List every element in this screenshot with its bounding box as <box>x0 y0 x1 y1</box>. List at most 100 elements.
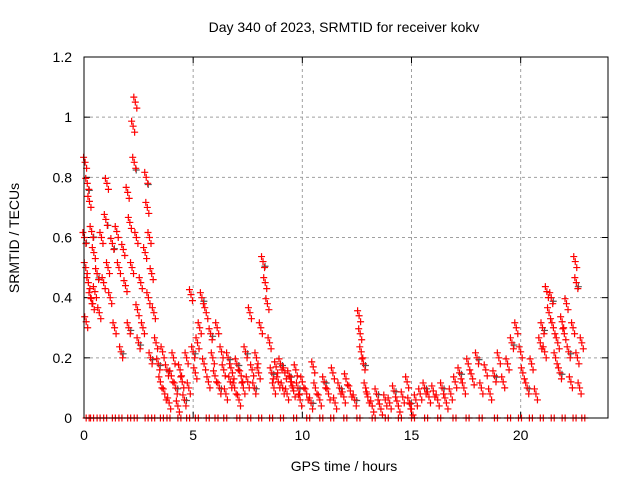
data-point <box>552 354 560 362</box>
data-point <box>410 391 418 399</box>
data-point <box>549 300 557 308</box>
data-point <box>434 396 442 404</box>
data-point <box>554 339 562 347</box>
data-point <box>151 334 159 342</box>
data-point <box>264 334 272 342</box>
data-point <box>261 264 269 272</box>
data-point <box>108 240 116 248</box>
data-point <box>225 373 233 381</box>
data-point <box>209 354 217 362</box>
data-point <box>539 343 547 351</box>
y-tick-label: 0 <box>64 410 72 426</box>
data-point <box>86 285 94 293</box>
data-point <box>565 348 573 356</box>
data-point <box>148 304 156 312</box>
data-point <box>241 390 249 398</box>
data-point <box>183 354 191 362</box>
data-point <box>530 385 538 393</box>
data-point <box>352 402 360 410</box>
data-point <box>557 313 565 321</box>
data-point <box>174 402 182 410</box>
data-point <box>212 319 220 327</box>
data-point <box>291 393 299 401</box>
data-point <box>274 369 282 377</box>
data-point <box>113 259 121 267</box>
data-point <box>477 384 485 392</box>
data-point <box>293 372 301 380</box>
data-point <box>135 312 143 320</box>
data-point <box>100 210 108 218</box>
data-point <box>573 264 581 272</box>
data-point <box>85 289 93 297</box>
data-point <box>81 158 89 166</box>
data-point <box>370 408 378 416</box>
data-point <box>127 259 135 267</box>
data-point <box>480 361 488 369</box>
data-point <box>294 384 302 392</box>
data-point <box>124 213 132 221</box>
data-point <box>247 361 255 369</box>
data-point <box>467 370 475 378</box>
data-point <box>307 399 315 407</box>
data-point <box>571 258 579 266</box>
data-point <box>254 360 262 368</box>
data-point <box>470 381 478 389</box>
data-point <box>87 294 95 302</box>
data-point <box>152 339 160 347</box>
data-point <box>94 304 102 312</box>
data-point <box>143 289 151 297</box>
data-point <box>570 253 578 261</box>
data-point <box>279 364 287 372</box>
data-point <box>344 381 351 389</box>
data-point <box>520 375 528 383</box>
data-point <box>317 402 325 410</box>
data-point <box>314 391 322 399</box>
y-tick-label: 0.4 <box>53 290 73 306</box>
data-point <box>437 379 445 387</box>
data-point <box>183 379 191 387</box>
data-point <box>145 209 153 217</box>
data-point <box>568 319 576 327</box>
data-point <box>384 394 392 402</box>
data-point <box>109 319 117 327</box>
data-point <box>508 339 516 347</box>
data-point <box>165 399 173 407</box>
x-tick-label: 20 <box>513 427 529 443</box>
data-point <box>511 319 519 327</box>
data-point <box>272 363 280 371</box>
data-point <box>202 366 210 374</box>
data-point <box>402 373 410 381</box>
data-point <box>463 355 471 363</box>
data-point <box>137 279 145 287</box>
data-point <box>82 240 90 247</box>
data-point <box>104 185 112 193</box>
data-point <box>323 385 331 393</box>
data-point <box>186 390 194 398</box>
tick-labels: 0 5 10 15 20 0 0.2 0.4 0.6 0.8 1 1.2 <box>53 49 529 443</box>
data-point <box>560 324 568 332</box>
data-point <box>196 324 204 332</box>
data-point <box>479 390 487 398</box>
data-point <box>416 390 424 398</box>
data-point <box>135 339 143 347</box>
data-point <box>244 304 252 312</box>
data-point <box>169 378 177 386</box>
y-tick-label: 0.6 <box>53 230 73 246</box>
data-point <box>504 360 512 368</box>
data-point <box>220 366 228 374</box>
data-point <box>238 379 246 387</box>
data-point <box>547 315 555 323</box>
data-point <box>444 405 452 413</box>
data-point <box>133 306 141 314</box>
data-point <box>563 343 571 351</box>
data-point <box>539 324 546 332</box>
data-point <box>137 319 145 327</box>
data-point <box>356 343 364 351</box>
data-point <box>445 385 453 393</box>
data-points <box>79 93 589 422</box>
data-point <box>196 289 204 297</box>
data-point <box>232 390 240 398</box>
data-point <box>214 379 222 387</box>
data-point <box>126 330 134 338</box>
data-point <box>132 234 140 241</box>
